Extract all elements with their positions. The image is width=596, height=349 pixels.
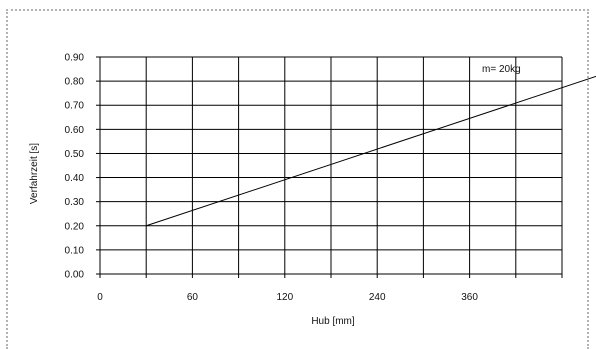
y-axis-label: Verfahrzeit [s]: [29, 143, 40, 204]
chart-grid: [96, 56, 563, 278]
x-tick-label: 0: [97, 292, 103, 303]
series-line: [146, 75, 596, 227]
x-tick-label: 360: [461, 292, 478, 303]
y-tick-label: 0.80: [65, 77, 85, 88]
y-tick-labels: 0.00 0.10 0.20 0.30 0.40 0.50 0.60 0.70 0.80 0.90: [65, 53, 85, 281]
x-tick-label: 60: [187, 292, 199, 303]
y-tick-label: 0.70: [65, 101, 85, 112]
x-axis-label: Hub [mm]: [311, 316, 355, 327]
chart-series: [146, 75, 596, 227]
x-tick-label: 120: [276, 292, 293, 303]
y-tick-label: 0.90: [65, 53, 85, 64]
y-tick-label: 0.30: [65, 197, 85, 208]
series-label: m= 20kg: [482, 64, 521, 75]
y-tick-label: 0.40: [65, 173, 85, 184]
y-tick-label: 0.00: [65, 270, 85, 281]
x-tick-label: 240: [369, 292, 386, 303]
y-tick-label: 0.50: [65, 149, 85, 160]
y-tick-label: 0.60: [65, 125, 85, 136]
x-tick-labels: 0 60 120 240 360: [97, 292, 478, 303]
chart-frame: [6, 9, 589, 349]
y-tick-label: 0.20: [65, 221, 85, 232]
y-tick-label: 0.10: [65, 245, 85, 256]
